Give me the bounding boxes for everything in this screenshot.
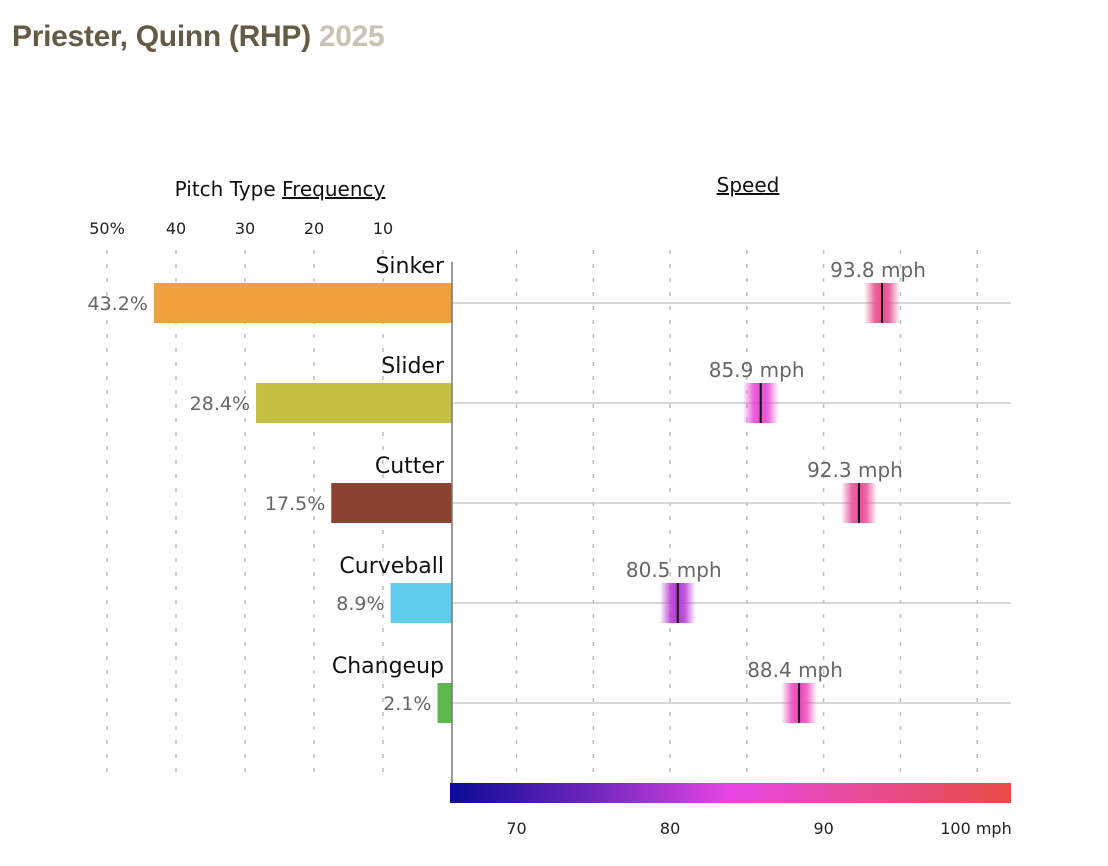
pitch-row-slider: Slider 28.4% 85.9 mph bbox=[190, 354, 1011, 423]
speed-tick-label: 80 bbox=[660, 819, 680, 838]
pitch-row-curveball: Curveball 8.9% 80.5 mph bbox=[336, 554, 1011, 623]
frequency-title-prefix: Pitch Type bbox=[175, 177, 276, 201]
frequency-value-label: 2.1% bbox=[383, 693, 431, 715]
player-name: Priester, Quinn (RHP) bbox=[12, 20, 311, 53]
frequency-value-label: 43.2% bbox=[88, 293, 148, 315]
speed-value-label: 80.5 mph bbox=[626, 558, 722, 582]
frequency-tick-label: 20 bbox=[304, 219, 324, 238]
speed-value-label: 92.3 mph bbox=[807, 458, 903, 482]
pitch-name: Changeup bbox=[332, 654, 444, 679]
frequency-bar[interactable] bbox=[331, 483, 452, 523]
pitch-row-sinker: Sinker 43.2% 93.8 mph bbox=[88, 254, 1011, 323]
speed-tick-label: 100 mph bbox=[940, 819, 1012, 838]
frequency-tick-label: 50% bbox=[89, 219, 125, 238]
speed-value-label: 93.8 mph bbox=[830, 258, 926, 282]
speed-tick-label: 90 bbox=[813, 819, 833, 838]
speed-gridlines bbox=[515, 250, 978, 780]
speed-colorbar bbox=[450, 783, 1011, 803]
frequency-bar[interactable] bbox=[390, 583, 452, 623]
frequency-bar[interactable] bbox=[437, 683, 452, 723]
frequency-panel-title: Pitch Type Frequency bbox=[175, 177, 386, 201]
pitch-name: Cutter bbox=[375, 454, 445, 479]
chart-title: Priester, Quinn (RHP) 2025 bbox=[12, 20, 385, 54]
pitch-row-cutter: Cutter 17.5% 92.3 mph bbox=[265, 454, 1011, 523]
pitch-row-changeup: Changeup 2.1% 88.4 mph bbox=[332, 654, 1011, 723]
speed-value-label: 85.9 mph bbox=[709, 358, 805, 382]
frequency-tick-label: 30 bbox=[235, 219, 255, 238]
frequency-bar[interactable] bbox=[153, 283, 453, 323]
frequency-value-label: 17.5% bbox=[265, 493, 325, 515]
speed-panel-title[interactable]: Speed bbox=[717, 173, 780, 197]
frequency-tick-label: 10 bbox=[373, 219, 393, 238]
frequency-title-link[interactable]: Frequency bbox=[282, 177, 385, 201]
frequency-tick-labels: 10 20 30 40 50% bbox=[89, 219, 393, 238]
season-year: 2025 bbox=[318, 20, 385, 53]
pitch-name: Sinker bbox=[375, 254, 445, 279]
frequency-value-label: 28.4% bbox=[190, 393, 250, 415]
frequency-tick-label: 40 bbox=[166, 219, 186, 238]
frequency-value-label: 8.9% bbox=[336, 593, 384, 615]
frequency-bar[interactable] bbox=[256, 383, 452, 423]
speed-tick-labels: 70 80 90 100 mph bbox=[506, 819, 1011, 838]
pitch-name: Curveball bbox=[339, 554, 444, 579]
pitch-rows: Sinker 43.2% 93.8 mph Slider 28.4% 85.9 mph Cu… bbox=[88, 254, 1011, 723]
pitch-name: Slider bbox=[381, 354, 445, 379]
speed-tick-label: 70 bbox=[506, 819, 526, 838]
speed-value-label: 88.4 mph bbox=[747, 658, 843, 682]
